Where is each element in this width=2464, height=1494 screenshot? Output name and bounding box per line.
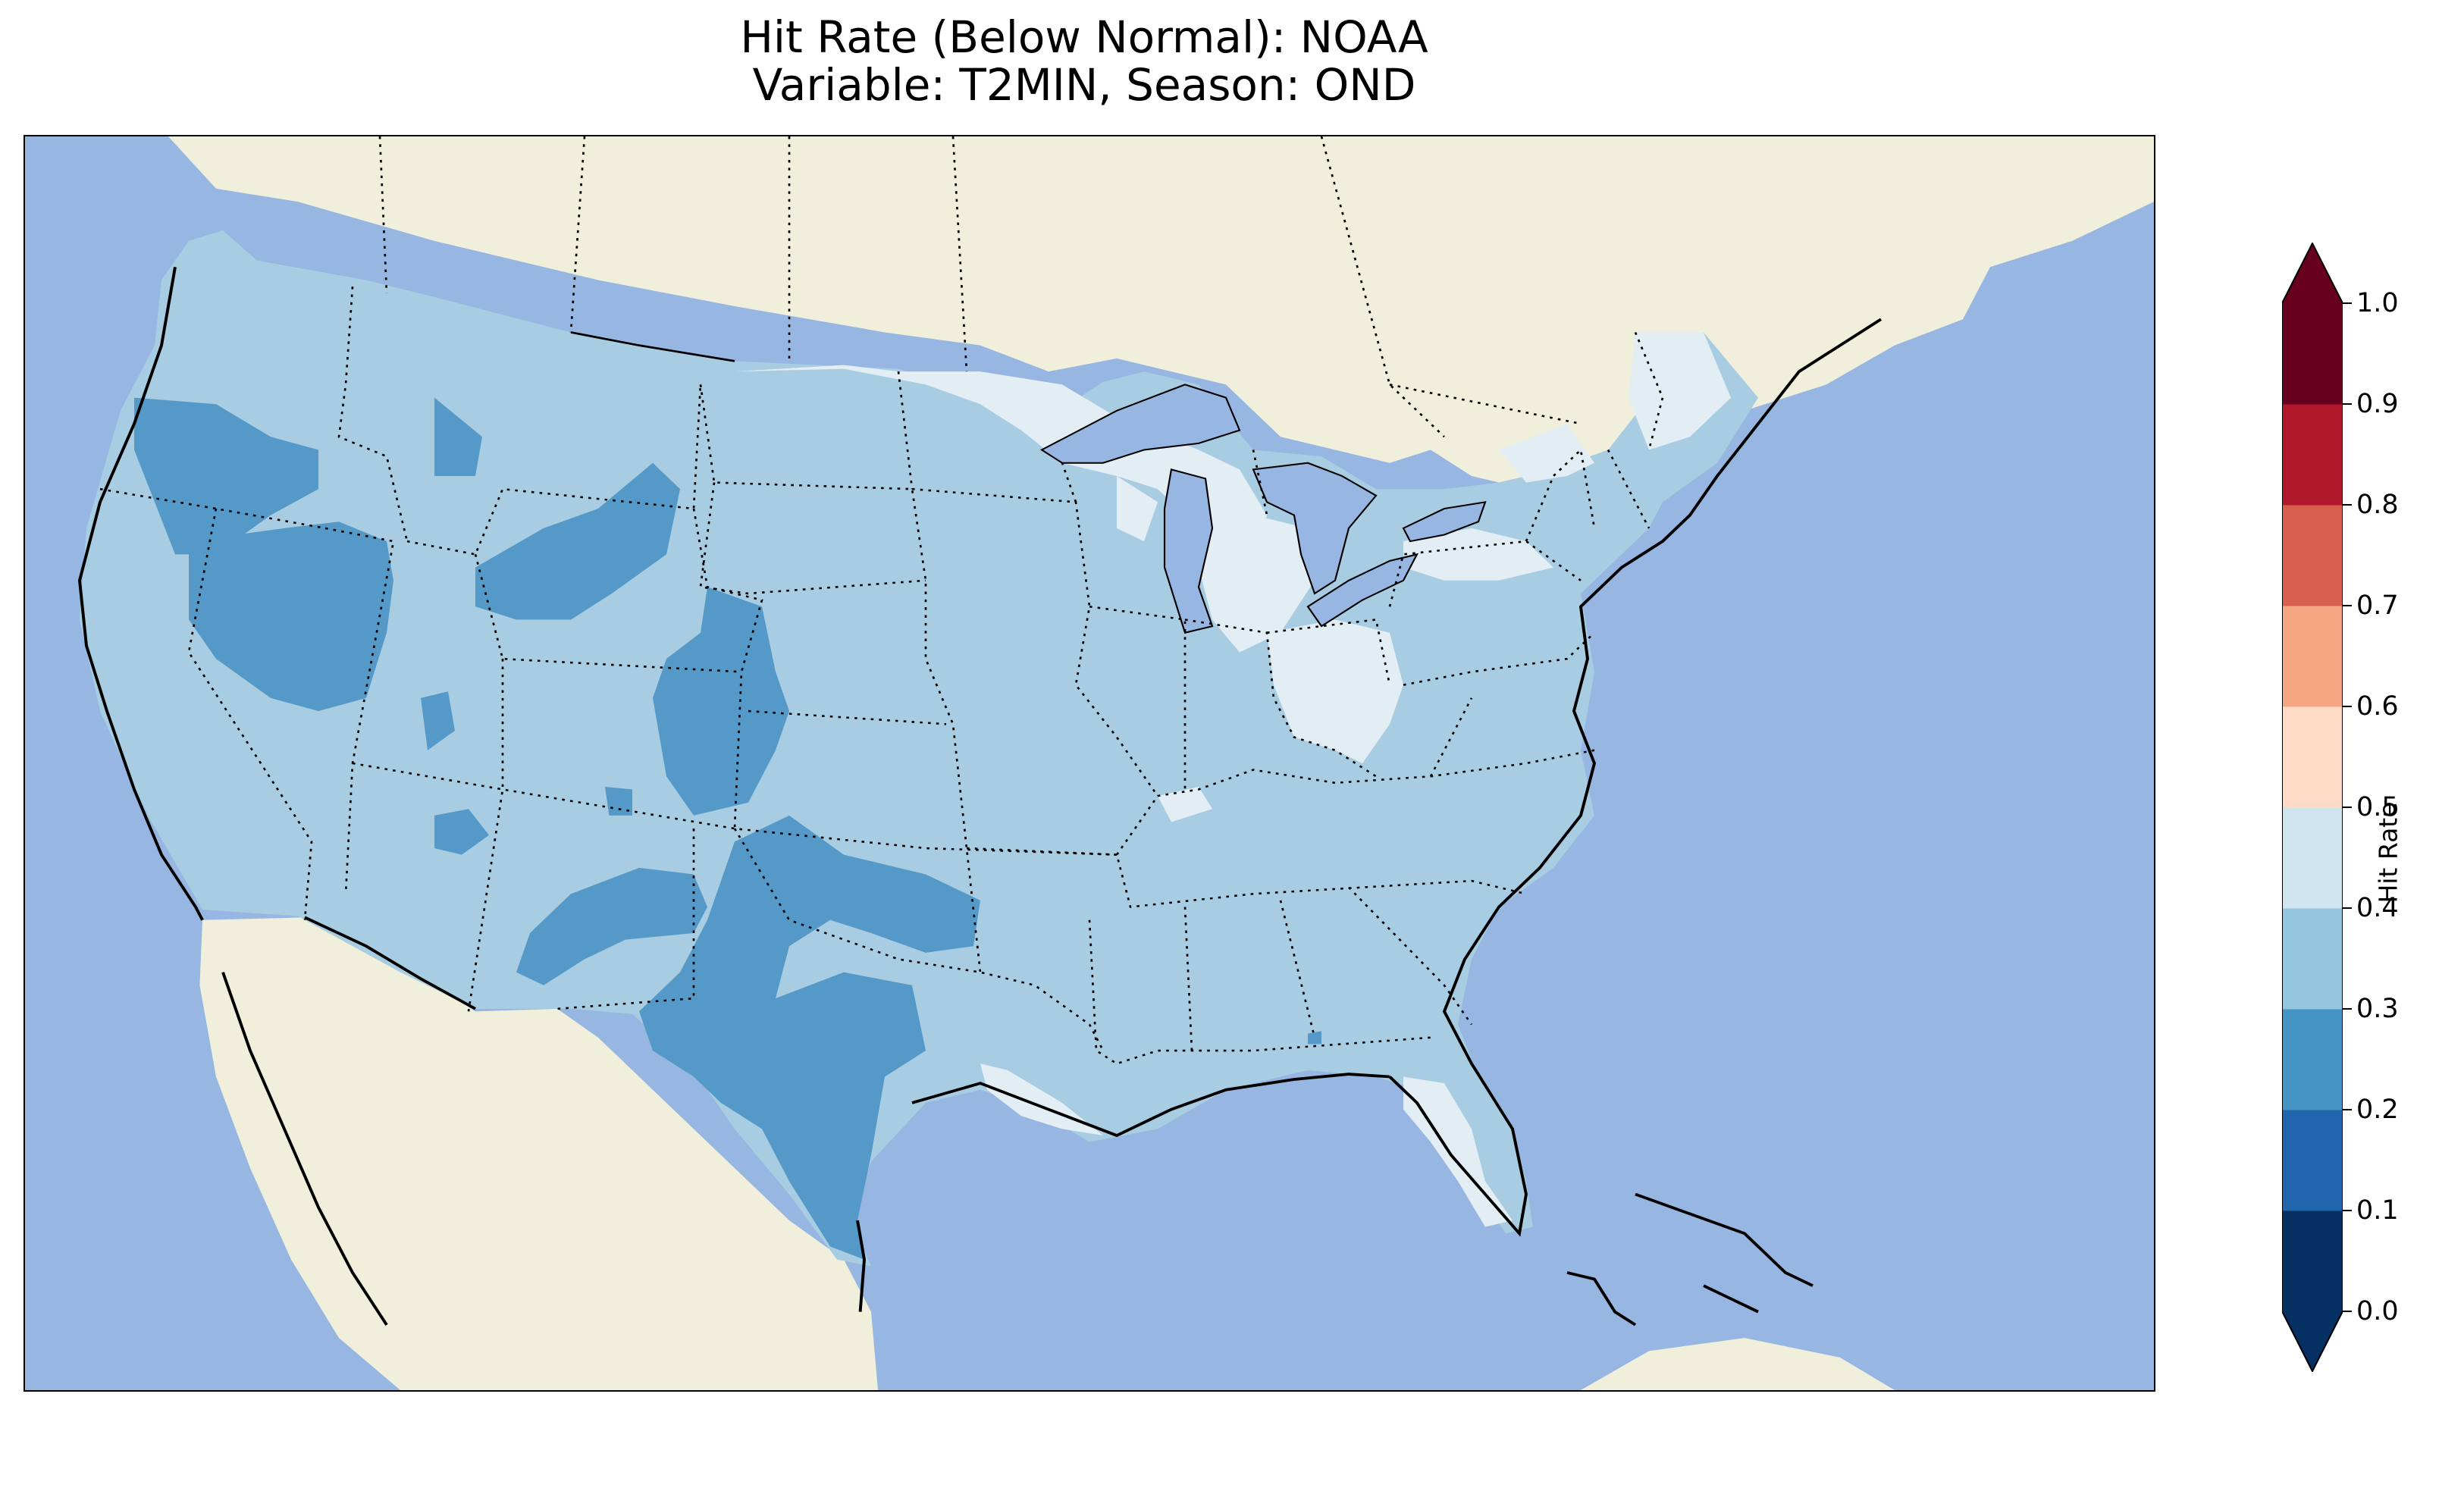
colorbar-band-0.1-0.2 (2282, 1110, 2343, 1211)
colorbar-tick-label: 0.6 (2356, 691, 2399, 722)
state-borders (99, 287, 1664, 1065)
colorbar-band-0.4-0.5 (2282, 807, 2343, 909)
colorbar-tick-line (2343, 1109, 2352, 1110)
colorbar-tick-line (2343, 1008, 2352, 1010)
great-lakes (1039, 384, 1487, 634)
province-borders (378, 136, 1582, 438)
field-0.4-0.5 (735, 332, 1731, 1227)
cuba-land (1581, 1338, 1895, 1390)
title-line-2: Variable: T2MIN, Season: OND (752, 58, 1416, 111)
colorbar-band-0.9-1.0 (2282, 303, 2343, 405)
colorbar-band-0.5-0.6 (2282, 706, 2343, 808)
colorbar-tick-line (2343, 504, 2352, 506)
colorbar-tick-line (2343, 605, 2352, 606)
colorbar-under-extension (2282, 1311, 2343, 1372)
colorbar-tick-line (2343, 807, 2352, 808)
colorbar-tick-label: 0.7 (2356, 590, 2399, 621)
colorbar-tick-label: 1.0 (2356, 288, 2399, 318)
colorbar-tick-line (2343, 706, 2352, 707)
colorbar-tick-line (2343, 302, 2352, 304)
colorbar-tick-line (2343, 403, 2352, 405)
colorbar-band-0.3-0.4 (2282, 908, 2343, 1010)
coastline (77, 266, 1882, 1326)
map-panel (24, 135, 2155, 1392)
map-svg (25, 136, 2154, 1390)
colorbar-tick-label: 0.8 (2356, 490, 2399, 520)
colorbar (2282, 243, 2343, 1372)
colorbar-band-0.6-0.7 (2282, 606, 2343, 707)
colorbar-tick-line (2343, 1311, 2352, 1312)
colorbar-tick-line (2343, 1210, 2352, 1211)
colorbar-band-0.8-0.9 (2282, 404, 2343, 506)
colorbar-tick-label: 0.5 (2356, 792, 2399, 822)
colorbar-tick-label: 0.0 (2356, 1296, 2399, 1326)
chart-title: Hit Rate (Below Normal): NOAA Variable: … (18, 14, 2150, 108)
colorbar-band-0.7-0.8 (2282, 505, 2343, 606)
colorbar-over-extension (2282, 243, 2343, 303)
field-0.2-0.3 (134, 397, 1321, 1260)
colorbar-tick-label: 0.1 (2356, 1195, 2399, 1226)
colorbar-band-0.0-0.1 (2282, 1211, 2343, 1312)
title-line-1: Hit Rate (Below Normal): NOAA (740, 11, 1428, 63)
colorbar-tick-label: 0.9 (2356, 389, 2399, 419)
colorbar-tick-label: 0.3 (2356, 994, 2399, 1024)
colorbar-tick-line (2343, 907, 2352, 909)
colorbar-tick-label: 0.4 (2356, 893, 2399, 923)
colorbar-svg (2282, 243, 2343, 1372)
colorbar-tick-label: 0.2 (2356, 1095, 2399, 1125)
colorbar-band-0.2-0.3 (2282, 1009, 2343, 1110)
mexico-land (199, 917, 878, 1390)
colorbar-outline (2282, 243, 2343, 1372)
